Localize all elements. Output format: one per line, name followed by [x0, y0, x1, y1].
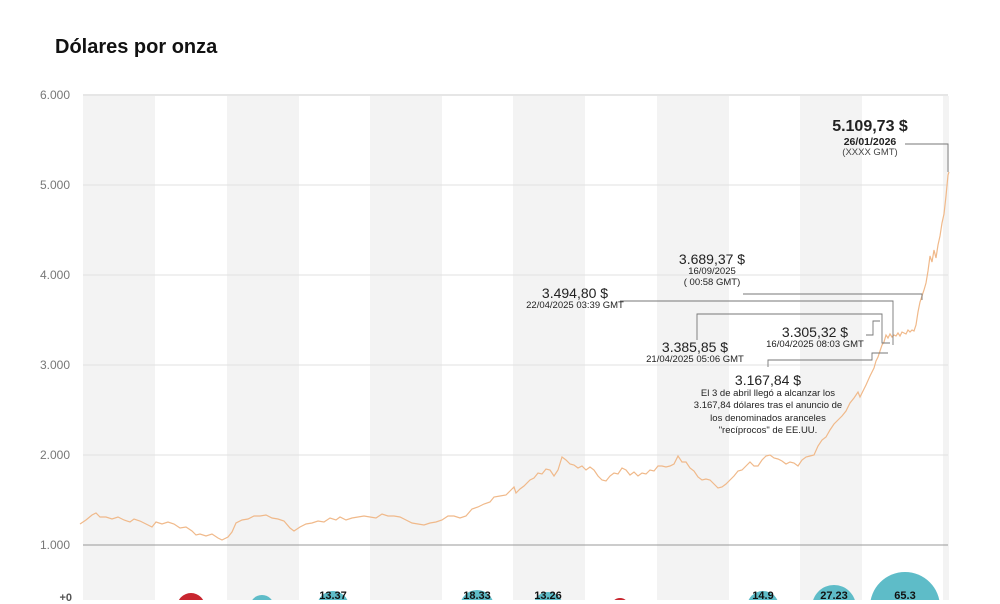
bubble-row-left-label: +0	[59, 592, 72, 604]
bubble-label: 13.37	[319, 590, 347, 602]
annotation-3167-note: El 3 de abril llegó a alcanzar los 3.167…	[693, 388, 843, 437]
leader-3385	[696, 313, 890, 344]
annotation-3305-date: 16/04/2025 08:03 GMT	[766, 339, 864, 351]
y-tick-1000: 1.000	[39, 538, 70, 552]
chart-title: Dólares por onza	[55, 36, 218, 58]
y-tick-2000: 2.000	[39, 448, 70, 462]
annotation-3167: 3.167,84 $ El 3 de abril llegó a alcanza…	[693, 372, 843, 437]
bubble-label: 13.26	[534, 590, 562, 602]
annotation-3494: 3.494,80 $ 22/04/2025 03:39 GMT	[510, 285, 640, 312]
y-tick-5000: 5.000	[39, 178, 70, 192]
annotation-3167-value: 3.167,84 $	[734, 372, 802, 388]
bubble-label: 18.33	[463, 590, 491, 602]
y-tick-6000: 6.000	[39, 88, 70, 102]
bubble-label: 27.23	[820, 590, 848, 602]
annotation-3494-date: 22/04/2025 03:39 GMT	[526, 300, 624, 312]
annotation-3689-date: 16/09/2025	[688, 266, 736, 278]
annotation-3689: 3.689,37 $ 16/09/2025 ( 00:58 GMT)	[662, 251, 762, 289]
leader-3305	[866, 320, 880, 336]
annotation-3385-value: 3.385,85 $	[661, 339, 729, 355]
year-bands	[83, 96, 949, 600]
annotation-peak: 5.109,73 $ 26/01/2026 (XXXX GMT)	[820, 118, 920, 159]
annotation-3494-value: 3.494,80 $	[541, 285, 609, 301]
leader-3167	[767, 352, 888, 367]
annotation-3305-value: 3.305,32 $	[781, 324, 849, 340]
leader-3689	[743, 293, 923, 300]
annotation-peak-value: 5.109,73 $	[832, 118, 908, 135]
y-tick-4000: 4.000	[39, 268, 70, 282]
annotation-3305: 3.305,32 $ 16/04/2025 08:03 GMT	[750, 324, 880, 351]
annotation-peak-date: 26/01/2026	[843, 136, 897, 149]
bubble-row	[178, 572, 940, 600]
leader-peak	[905, 143, 949, 172]
annotation-3385-date: 21/04/2025 05:06 GMT	[646, 354, 744, 366]
y-tick-3000: 3.000	[39, 358, 70, 372]
bubble-label: 65.3	[894, 590, 916, 602]
price-line	[79, 171, 950, 541]
annotation-3385: 3.385,85 $ 21/04/2025 05:06 GMT	[630, 339, 760, 366]
leader-lines	[620, 143, 949, 367]
annotation-3689-value: 3.689,37 $	[678, 251, 746, 267]
annotation-peak-time: (XXXX GMT)	[842, 147, 898, 159]
leader-3494	[620, 300, 894, 345]
gridlines	[83, 94, 948, 546]
annotation-3689-time: ( 00:58 GMT)	[683, 277, 741, 289]
bubble-label: 14.9	[752, 590, 774, 602]
